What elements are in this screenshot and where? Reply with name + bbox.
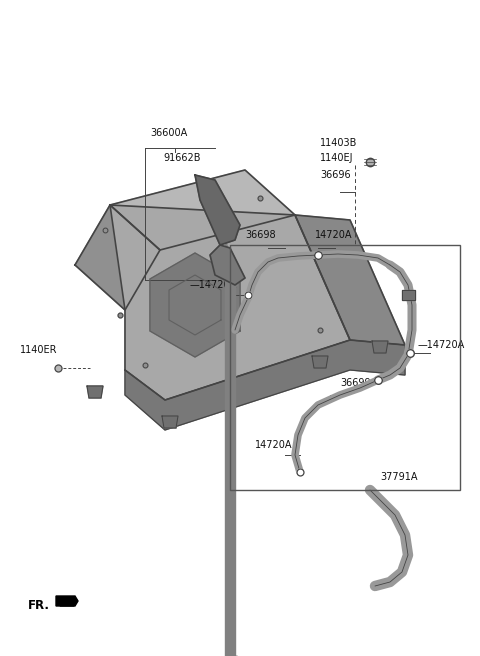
Text: FR.: FR. bbox=[28, 599, 50, 612]
Polygon shape bbox=[60, 599, 74, 606]
Polygon shape bbox=[372, 341, 388, 353]
Text: 11403B: 11403B bbox=[320, 138, 358, 148]
Polygon shape bbox=[125, 340, 405, 430]
Polygon shape bbox=[110, 170, 295, 250]
Polygon shape bbox=[295, 215, 405, 345]
Polygon shape bbox=[162, 416, 178, 428]
Text: —14720A: —14720A bbox=[418, 340, 465, 350]
Text: 14720A: 14720A bbox=[315, 230, 352, 240]
Text: 91662B: 91662B bbox=[163, 153, 201, 163]
Polygon shape bbox=[56, 596, 78, 606]
Polygon shape bbox=[75, 205, 160, 310]
Polygon shape bbox=[210, 245, 245, 285]
Text: 37791A: 37791A bbox=[380, 472, 418, 482]
Polygon shape bbox=[402, 290, 415, 300]
Polygon shape bbox=[150, 253, 240, 357]
Text: 36696: 36696 bbox=[320, 170, 350, 180]
Text: 1140EJ: 1140EJ bbox=[320, 153, 353, 163]
Polygon shape bbox=[87, 386, 103, 398]
Polygon shape bbox=[110, 205, 350, 400]
Polygon shape bbox=[195, 175, 240, 245]
Text: 14720A: 14720A bbox=[255, 440, 292, 450]
Polygon shape bbox=[312, 356, 328, 368]
Text: 36699: 36699 bbox=[340, 378, 371, 388]
Text: 36698: 36698 bbox=[245, 230, 276, 240]
Text: —14720A: —14720A bbox=[190, 280, 237, 290]
Bar bbox=[230, 245, 460, 490]
Text: 36600A: 36600A bbox=[150, 128, 187, 138]
Text: 1140ER: 1140ER bbox=[20, 345, 58, 355]
